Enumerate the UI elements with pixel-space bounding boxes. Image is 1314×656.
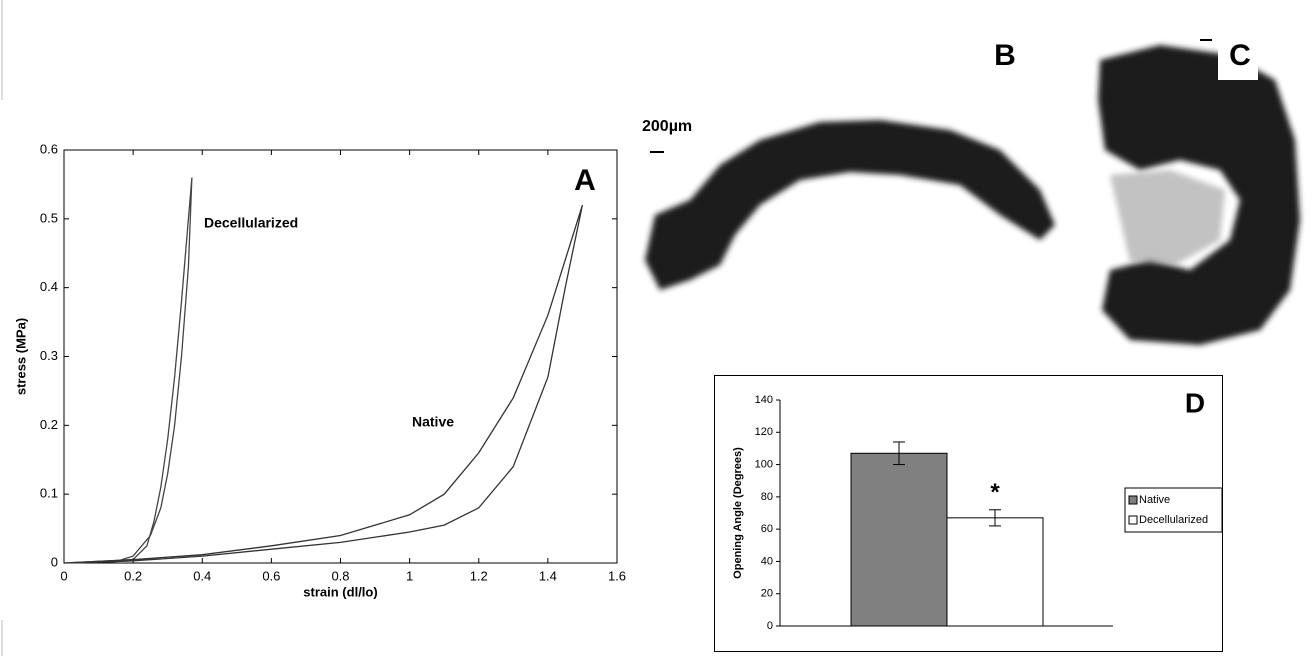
- letter-box: [1218, 40, 1258, 80]
- series-label: Decellularized: [204, 215, 298, 231]
- y-tick-label: 100: [755, 458, 773, 470]
- y-tick-label: 0.3: [40, 348, 58, 363]
- x-tick-label: 0.2: [124, 568, 142, 583]
- panel-letter: D: [1185, 387, 1205, 418]
- y-tick-label: 0: [767, 620, 773, 632]
- x-tick-label: 1.2: [470, 568, 488, 583]
- y-tick-label: 0.4: [40, 279, 58, 294]
- y-tick-label: 60: [761, 523, 773, 535]
- x-tick-label: 1: [406, 568, 413, 583]
- legend-box: [1124, 487, 1223, 533]
- x-tick-label: 0.6: [262, 568, 280, 583]
- y-axis-label: Opening Angle (Degrees): [732, 447, 744, 579]
- panel-letter: C: [1229, 39, 1251, 72]
- legend-label: Decellularized: [1139, 514, 1208, 526]
- plot-frame: [63, 149, 618, 564]
- x-tick-label: 1.4: [539, 568, 557, 583]
- x-tick-label: 0: [60, 568, 67, 583]
- sample-image-c-light: [1110, 170, 1225, 265]
- y-tick-label: 80: [761, 491, 773, 503]
- y-axis-label: stress (MPa): [13, 318, 28, 395]
- series-label: Native: [412, 414, 454, 430]
- bar: [850, 452, 948, 627]
- x-tick-label: 0.8: [331, 568, 349, 583]
- y-tick-label: 0.1: [40, 486, 58, 501]
- legend-swatch: [1128, 495, 1138, 505]
- y-tick-label: 20: [761, 588, 773, 600]
- x-tick-label: 0.4: [193, 568, 211, 583]
- significance-mark: *: [990, 479, 1000, 506]
- legend-swatch: [1128, 515, 1138, 525]
- panel-letter: A: [574, 164, 596, 197]
- y-tick-label: 0.6: [40, 141, 58, 156]
- scale-label: 200µm: [642, 118, 692, 135]
- x-tick-label: 1.6: [608, 568, 626, 583]
- y-tick-label: 120: [755, 426, 773, 438]
- data-line: [63, 177, 193, 564]
- y-tick-label: 40: [761, 555, 773, 567]
- y-tick-label: 0.2: [40, 417, 58, 432]
- sample-image-b: [645, 120, 1055, 290]
- bar: [946, 517, 1044, 627]
- y-tick-label: 0.5: [40, 210, 58, 225]
- legend-label: Native: [1139, 494, 1170, 506]
- data-line: [63, 204, 584, 564]
- x-axis-label: strain (dl/lo): [303, 584, 377, 599]
- panel-letter: B: [994, 39, 1016, 72]
- y-tick-label: 140: [755, 394, 773, 406]
- y-tick-label: 0: [51, 554, 58, 569]
- sample-image-c: [1098, 45, 1300, 345]
